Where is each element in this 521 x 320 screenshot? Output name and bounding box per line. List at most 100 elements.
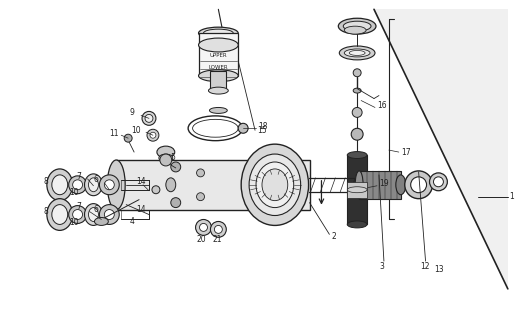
Bar [347,155,367,224]
Ellipse shape [199,38,238,52]
Circle shape [124,134,132,142]
Ellipse shape [89,178,98,192]
Circle shape [429,173,448,191]
Circle shape [411,177,427,193]
Text: 8: 8 [44,207,48,216]
Text: 14: 14 [136,177,146,186]
Circle shape [160,154,172,166]
Text: 7: 7 [77,202,81,211]
Ellipse shape [343,21,371,31]
Ellipse shape [338,18,376,34]
Circle shape [238,123,248,133]
Circle shape [433,177,443,187]
Circle shape [171,162,181,172]
Circle shape [353,69,361,77]
Text: 9: 9 [129,108,134,117]
Ellipse shape [84,174,103,196]
Ellipse shape [166,178,176,192]
Ellipse shape [353,88,361,93]
Circle shape [150,132,156,138]
Circle shape [405,171,432,199]
Text: 17: 17 [401,148,411,156]
Circle shape [196,193,204,201]
Text: 16: 16 [377,101,387,110]
Text: 10: 10 [70,188,79,197]
Text: 11: 11 [109,129,119,138]
Ellipse shape [249,154,301,215]
Ellipse shape [94,218,108,225]
Ellipse shape [355,171,363,199]
Text: 6: 6 [93,205,98,214]
Text: 6: 6 [93,175,98,184]
Ellipse shape [159,154,173,162]
Ellipse shape [344,49,370,57]
Ellipse shape [199,70,238,82]
Bar [359,171,401,199]
Text: 13: 13 [435,265,444,274]
Text: 10: 10 [131,126,141,135]
Text: 10: 10 [70,218,79,227]
Text: 21: 21 [213,235,222,244]
Circle shape [215,225,222,233]
Ellipse shape [344,26,366,34]
Circle shape [200,223,207,231]
Circle shape [142,111,156,125]
Text: 15: 15 [257,126,267,135]
Ellipse shape [262,169,288,201]
Ellipse shape [347,152,367,158]
Text: 7: 7 [77,172,81,181]
Text: 3: 3 [379,261,384,271]
Bar [199,33,238,76]
Circle shape [69,176,86,194]
Bar [210,71,226,91]
Ellipse shape [47,169,72,201]
Circle shape [147,129,159,141]
Text: 1: 1 [509,192,514,201]
Circle shape [69,206,86,223]
Ellipse shape [349,51,365,55]
Text: 8: 8 [44,177,48,186]
Ellipse shape [208,87,228,94]
Ellipse shape [204,29,233,37]
Ellipse shape [152,186,160,194]
Circle shape [352,108,362,117]
Text: UPPER: UPPER [209,53,227,59]
Circle shape [104,180,114,190]
Ellipse shape [347,187,367,193]
Ellipse shape [339,46,375,60]
Ellipse shape [107,160,125,210]
Circle shape [100,204,119,224]
Circle shape [210,221,226,237]
Circle shape [72,210,82,220]
Ellipse shape [199,27,238,39]
Text: LOWER: LOWER [208,65,228,70]
Circle shape [104,210,114,220]
Ellipse shape [209,108,227,113]
Circle shape [100,175,119,195]
Text: 20: 20 [196,235,206,244]
Text: 18: 18 [258,122,267,131]
Circle shape [196,169,204,177]
Bar [116,160,309,210]
Ellipse shape [47,199,72,230]
Text: 5: 5 [171,153,176,162]
Ellipse shape [52,175,68,195]
Text: 12: 12 [420,261,430,271]
Ellipse shape [84,204,103,225]
Ellipse shape [396,175,406,195]
Ellipse shape [241,144,308,225]
Ellipse shape [89,208,98,221]
Circle shape [171,198,181,208]
Text: 14: 14 [136,205,146,214]
Ellipse shape [52,204,68,224]
Circle shape [145,114,153,122]
Circle shape [72,180,82,190]
Ellipse shape [256,162,294,208]
Polygon shape [374,9,508,289]
Circle shape [195,220,212,235]
Ellipse shape [157,146,175,158]
Bar [347,182,367,198]
Text: 4: 4 [129,217,134,226]
Text: 2: 2 [331,232,336,241]
Text: 19: 19 [379,179,389,188]
